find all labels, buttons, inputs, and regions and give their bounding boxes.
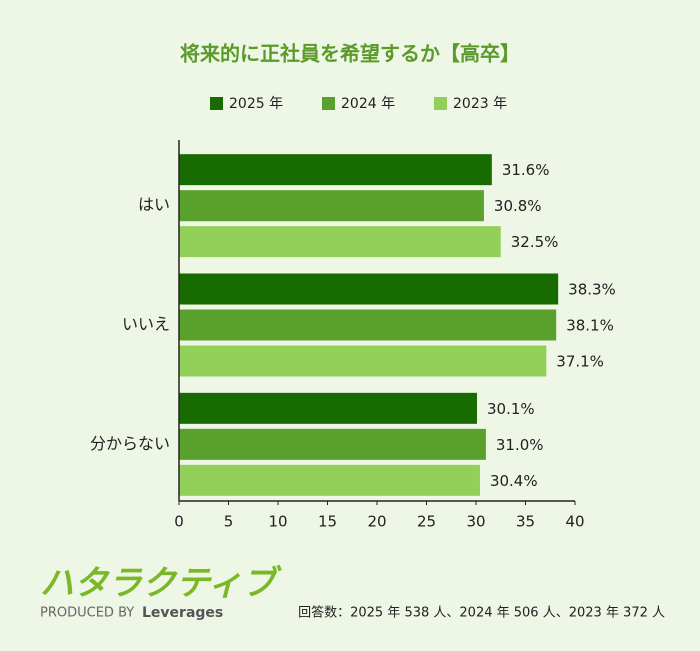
x-tick-label: 35 bbox=[516, 513, 535, 531]
legend-swatch bbox=[322, 97, 335, 110]
x-tick-label: 40 bbox=[565, 513, 584, 531]
legend-label: 2025 年 bbox=[229, 96, 283, 112]
produced-by: PRODUCED BY bbox=[40, 606, 134, 621]
bar bbox=[179, 273, 559, 305]
x-tick-label: 30 bbox=[466, 513, 485, 531]
bar bbox=[179, 154, 492, 186]
bar bbox=[179, 345, 547, 377]
bar bbox=[179, 309, 557, 341]
logo: ハタラクティブ bbox=[40, 564, 282, 604]
legend-label: 2024 年 bbox=[341, 96, 395, 112]
legend-swatch bbox=[434, 97, 447, 110]
brand: Leverages bbox=[142, 605, 223, 621]
value-label: 30.4% bbox=[490, 472, 538, 490]
bar bbox=[179, 226, 501, 258]
footer-note: 回答数：2025 年 538 人、2024 年 506 人、2023 年 372… bbox=[298, 605, 665, 621]
bar bbox=[179, 428, 486, 460]
value-label: 30.8% bbox=[494, 197, 542, 215]
y-tick-label: 分からない bbox=[90, 434, 170, 453]
x-tick-label: 15 bbox=[318, 513, 337, 531]
x-tick-label: 5 bbox=[224, 513, 234, 531]
value-label: 31.0% bbox=[496, 436, 544, 454]
legend-label: 2023 年 bbox=[453, 96, 507, 112]
value-label: 32.5% bbox=[511, 233, 559, 251]
y-tick-label: いいえ bbox=[122, 315, 170, 334]
bar bbox=[179, 464, 480, 496]
x-tick-label: 25 bbox=[417, 513, 436, 531]
value-label: 31.6% bbox=[502, 161, 550, 179]
legend-swatch bbox=[210, 97, 223, 110]
x-tick-label: 0 bbox=[174, 513, 184, 531]
x-tick-label: 10 bbox=[268, 513, 287, 531]
chart-title: 将来的に正社員を希望するか【高卒】 bbox=[180, 42, 520, 66]
bar bbox=[179, 190, 484, 222]
y-tick-label: はい bbox=[138, 195, 170, 214]
value-label: 38.3% bbox=[568, 281, 616, 299]
bar bbox=[179, 392, 477, 424]
value-label: 37.1% bbox=[556, 353, 604, 371]
value-label: 30.1% bbox=[487, 400, 535, 418]
x-tick-label: 20 bbox=[367, 513, 386, 531]
value-label: 38.1% bbox=[566, 317, 614, 335]
